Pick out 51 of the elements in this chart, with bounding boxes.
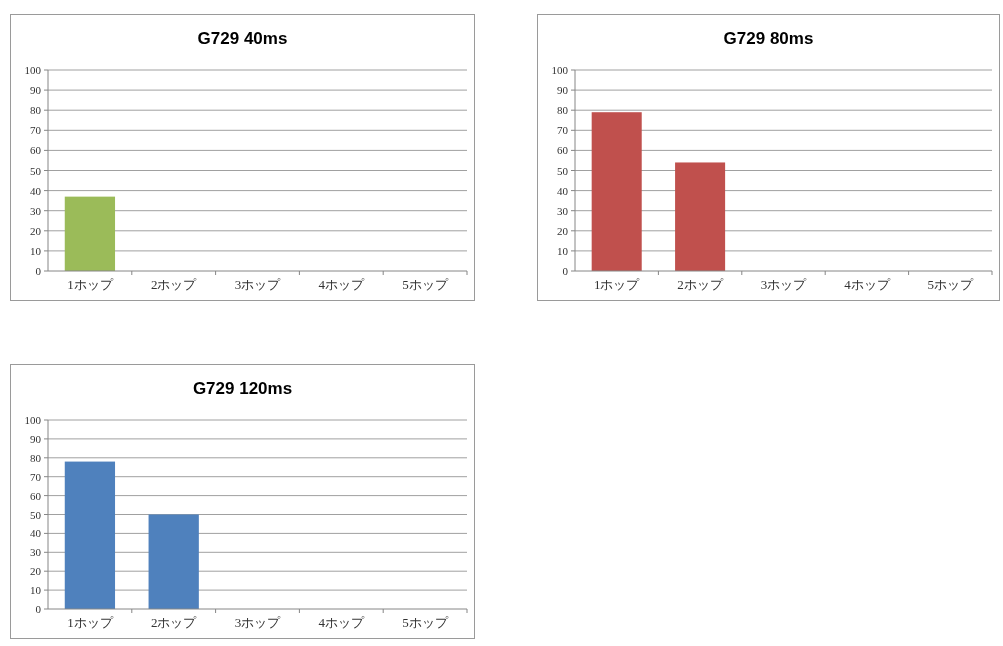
x-tick-label: 2ホップ <box>150 277 198 292</box>
x-tick-label: 4ホップ <box>318 277 366 292</box>
y-tick-label: 70 <box>557 124 569 137</box>
chart-title: G729 40ms <box>197 29 288 48</box>
y-tick-label: 40 <box>30 184 42 197</box>
y-tick-label: 30 <box>557 204 569 217</box>
y-tick-label: 50 <box>30 508 42 521</box>
x-tick-label: 5ホップ <box>927 277 975 292</box>
y-tick-label: 50 <box>557 164 569 177</box>
x-tick-label: 5ホップ <box>402 615 449 630</box>
y-tick-label: 60 <box>30 144 42 157</box>
y-tick-label: 60 <box>30 489 42 502</box>
y-tick-label: 80 <box>30 104 42 117</box>
y-tick-label: 20 <box>557 224 569 237</box>
y-tick-label: 90 <box>30 432 42 445</box>
y-tick-label: 20 <box>30 565 42 578</box>
x-tick-label: 1ホップ <box>67 277 114 292</box>
chart-title: G729 120ms <box>192 379 293 398</box>
y-tick-label: 50 <box>30 164 42 177</box>
x-tick-label: 3ホップ <box>234 277 282 292</box>
y-tick-label: 80 <box>557 104 569 117</box>
y-tick-label: 10 <box>30 244 42 257</box>
y-tick-label: 100 <box>24 64 42 76</box>
x-tick-label: 2ホップ <box>677 277 724 292</box>
y-tick-label: 80 <box>30 451 42 464</box>
y-tick-label: 0 <box>35 603 42 615</box>
y-tick-label: 0 <box>562 265 569 277</box>
y-tick-label: 10 <box>557 244 569 257</box>
y-tick-label: 0 <box>35 265 42 277</box>
x-tick-label: 5ホップ <box>402 277 449 292</box>
x-tick-label: 1ホップ <box>67 615 114 630</box>
y-tick-label: 70 <box>30 124 42 137</box>
y-tick-label: 30 <box>30 204 42 217</box>
y-tick-label: 60 <box>557 144 569 157</box>
y-tick-label: 100 <box>551 64 569 76</box>
x-tick-label: 2ホップ <box>150 615 198 630</box>
x-tick-label: 1ホップ <box>593 277 641 292</box>
y-tick-label: 100 <box>24 414 42 426</box>
y-tick-label: 90 <box>557 84 569 97</box>
y-tick-label: 40 <box>30 527 42 540</box>
chart-title: G729 80ms <box>723 29 814 48</box>
x-tick-label: 3ホップ <box>234 615 282 630</box>
x-tick-label: 4ホップ <box>318 615 366 630</box>
y-tick-label: 90 <box>30 84 42 97</box>
y-tick-label: 40 <box>557 184 569 197</box>
y-tick-label: 10 <box>30 584 42 597</box>
x-tick-label: 3ホップ <box>760 277 808 292</box>
x-tick-label: 4ホップ <box>844 277 891 292</box>
y-tick-label: 30 <box>30 546 42 559</box>
y-tick-label: 20 <box>30 224 42 237</box>
y-tick-label: 70 <box>30 470 42 483</box>
